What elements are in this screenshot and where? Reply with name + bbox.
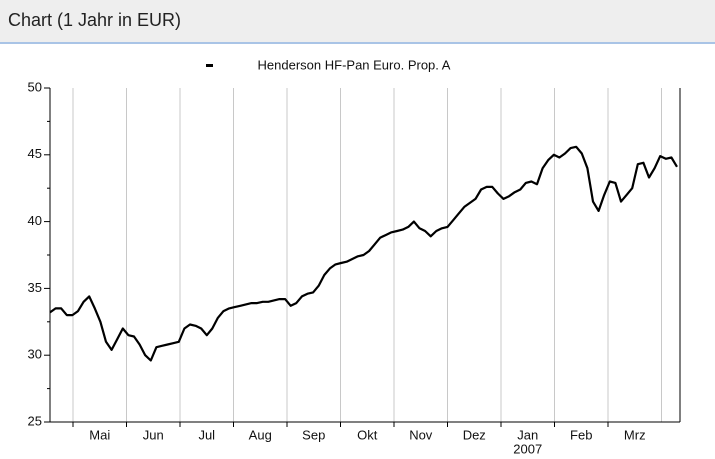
x-tick-label: Sep	[302, 427, 325, 442]
x-tick-label: Mai	[89, 427, 110, 442]
legend-label: Henderson HF-Pan Euro. Prop. A	[258, 57, 451, 72]
header: Chart (1 Jahr in EUR)	[0, 0, 715, 44]
x-tick-label: Jan	[517, 427, 538, 442]
y-tick-label: 40	[28, 213, 42, 228]
price-line	[49, 145, 678, 362]
x-tick-label: Aug	[249, 427, 272, 442]
x-tick-label: Nov	[409, 427, 433, 442]
y-tick-label: 45	[28, 146, 42, 161]
x-tick-label: Mrz	[624, 427, 646, 442]
x-tick-label: Okt	[357, 427, 378, 442]
year-label: 2007	[513, 441, 542, 456]
x-tick-label: Jun	[143, 427, 164, 442]
legend-swatch	[206, 64, 213, 67]
header-title: Chart (1 Jahr in EUR)	[8, 10, 182, 30]
y-tick-label: 30	[28, 347, 42, 362]
x-tick-label: Dez	[463, 427, 486, 442]
x-tick-label: Jul	[198, 427, 215, 442]
y-tick-label: 35	[28, 280, 42, 295]
chart: Henderson HF-Pan Euro. Prop. A Mai Jun Jul…	[28, 57, 681, 456]
x-tick-label: Feb	[570, 427, 592, 442]
y-tick-label: 25	[28, 413, 42, 428]
y-tick-label: 50	[28, 79, 42, 94]
